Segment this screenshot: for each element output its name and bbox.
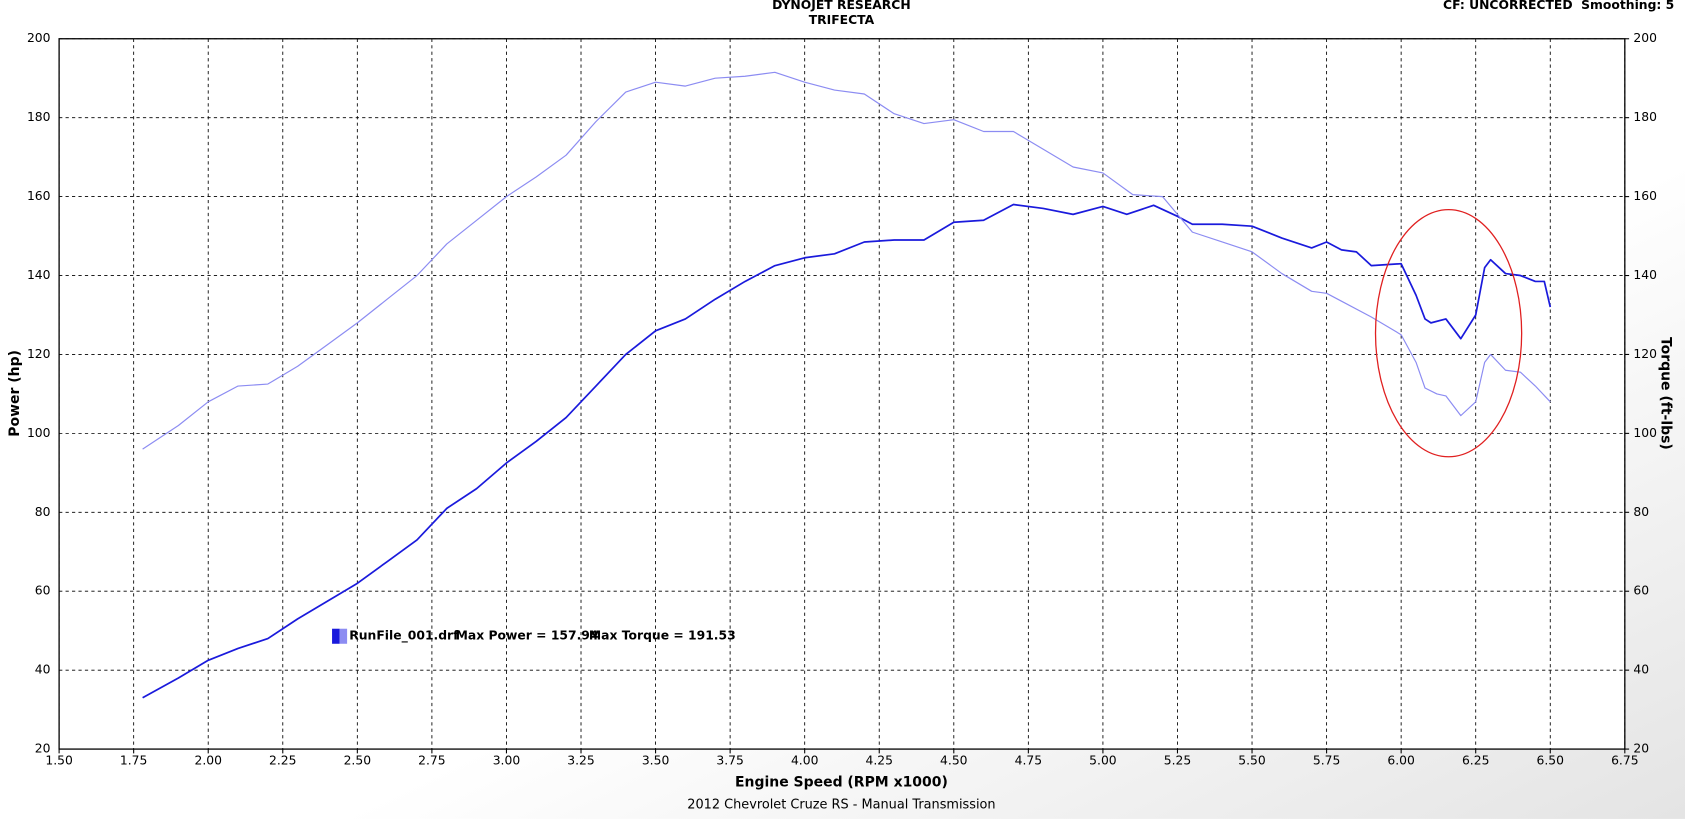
x-tick-label: 4.25 [865,753,892,767]
legend-item: Max Power = 157.94 [456,629,599,643]
y-tick-label: 20 [35,742,51,756]
x-tick-label: 3.25 [567,753,594,767]
y2-tick-label: 140 [1633,268,1657,282]
plot-area [58,38,1626,750]
x-tick-label: 4.50 [940,753,968,767]
y-tick-label: 40 [35,663,51,677]
x-tick-label: 5.75 [1313,753,1340,767]
x-tick-label: 4.75 [1015,753,1042,767]
y-tick-label: 60 [35,584,51,598]
chart-title: DYNOJET RESEARCH [772,0,911,12]
x-tick-label: 3.00 [493,753,521,767]
y2-tick-label: 200 [1633,31,1657,45]
legend-file: RunFile_001.drf [349,629,459,644]
y-tick-label: 200 [27,31,51,45]
header-right: CF: UNCORRECTED Smoothing: 5 [1443,0,1674,12]
x-axis-label: Engine Speed (RPM x1000) [735,774,948,790]
y2-tick-label: 20 [1633,742,1649,756]
legend-swatch [339,628,348,644]
footer: 2012 Chevrolet Cruze RS - Manual Transmi… [687,797,995,812]
legend-item: Max Torque = 191.53 [589,629,736,643]
y2-tick-label: 80 [1633,505,1649,519]
y-tick-label: 140 [27,268,51,282]
x-tick-label: 2.50 [344,753,372,767]
x-tick-label: 6.25 [1462,753,1489,767]
y-tick-label: 160 [27,189,51,203]
series-line [142,71,1551,450]
x-tick-label: 2.25 [269,753,296,767]
y2-tick-label: 180 [1633,110,1657,124]
y2-tick-label: 40 [1633,663,1649,677]
x-tick-label: 2.00 [194,753,222,767]
y-tick-label: 120 [27,347,51,361]
y-tick-label: 180 [27,110,51,124]
x-tick-label: 4.00 [791,753,819,767]
highlight-ellipse [1374,208,1523,458]
y2-axis-label: Torque (ft-lbs) [1658,337,1674,450]
x-tick-label: 6.50 [1537,753,1565,767]
y-axis-label: Power (hp) [7,350,23,437]
x-tick-label: 1.50 [45,753,73,767]
x-tick-label: 5.25 [1164,753,1191,767]
y2-tick-label: 60 [1633,584,1649,598]
legend-swatch [332,628,340,644]
y2-tick-label: 100 [1633,426,1657,440]
x-tick-label: 6.75 [1611,753,1638,767]
x-tick-label: 5.50 [1238,753,1266,767]
x-tick-label: 1.75 [120,753,147,767]
y2-tick-label: 160 [1633,189,1657,203]
series-line [142,203,1552,699]
x-tick-label: 3.50 [642,753,670,767]
x-tick-label: 3.75 [716,753,743,767]
chart-subtitle: TRIFECTA [809,13,875,27]
y-tick-label: 80 [35,505,51,519]
x-tick-label: 6.00 [1387,753,1415,767]
y-tick-label: 100 [27,426,51,440]
y2-tick-label: 120 [1633,347,1657,361]
x-tick-label: 2.75 [418,753,445,767]
x-tick-label: 5.00 [1089,753,1117,767]
